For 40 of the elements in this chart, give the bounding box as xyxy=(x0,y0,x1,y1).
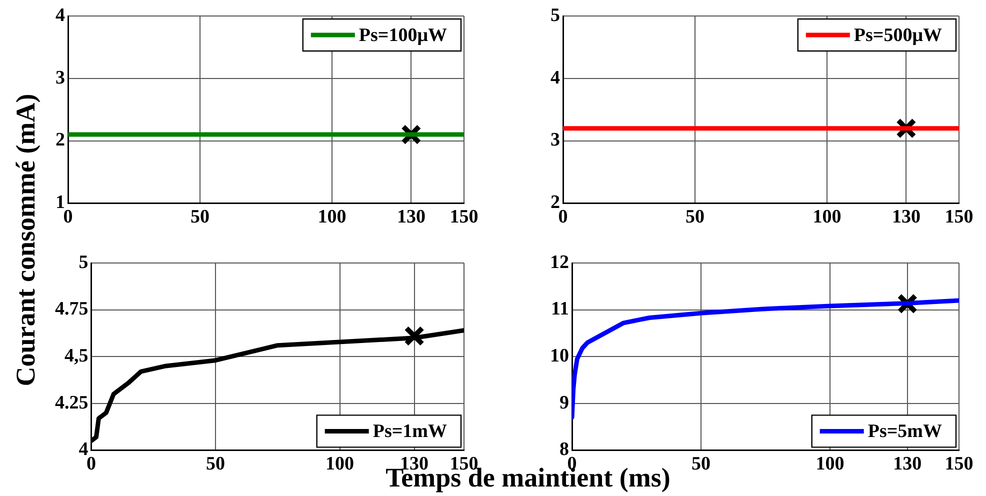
x-tick-label: 0 xyxy=(86,454,96,475)
x-tick-label: 130 xyxy=(893,454,922,475)
y-tick-label: 5 xyxy=(78,252,88,273)
legend-label: Ps=100μW xyxy=(358,24,448,46)
y-tick-label: 2 xyxy=(550,192,560,214)
x-tick-label: 0 xyxy=(63,206,73,228)
legend-label: Ps=500μW xyxy=(854,24,942,46)
y-tick-label: 9 xyxy=(560,392,569,414)
legend-label: Ps=5mW xyxy=(868,421,942,442)
x-tick-label: 100 xyxy=(318,206,346,228)
y-tick-label: 3 xyxy=(550,130,560,151)
y-tick-label: 4,5 xyxy=(64,346,88,367)
x-tick-label: 50 xyxy=(686,206,704,228)
y-tick-label: 2 xyxy=(56,130,65,151)
x-tick-label: 150 xyxy=(450,206,478,228)
y-axis-title: Courant consommé (mA) xyxy=(10,94,42,386)
y-tick-label: 3 xyxy=(56,67,65,88)
y-tick-label: 1 xyxy=(56,192,65,214)
x-tick-label: 50 xyxy=(692,454,710,475)
y-tick-label: 4 xyxy=(78,439,89,460)
y-tick-label: 12 xyxy=(550,252,569,273)
x-tick-label: 130 xyxy=(892,206,920,228)
x-tick-label: 100 xyxy=(816,454,844,475)
x-tick-label: 0 xyxy=(558,206,568,228)
x-tick-label: 130 xyxy=(396,206,426,228)
y-tick-label: 11 xyxy=(551,298,569,320)
y-tick-label: 4 xyxy=(550,67,560,88)
y-tick-label: 4.75 xyxy=(55,298,88,320)
y-tick-label: 8 xyxy=(560,439,569,460)
x-tick-label: 150 xyxy=(944,454,974,475)
x-tick-label: 100 xyxy=(812,206,842,228)
x-tick-label: 50 xyxy=(206,454,225,475)
x-tick-label: 50 xyxy=(190,206,210,228)
x-tick-label: 100 xyxy=(326,454,354,475)
x-tick-label: 150 xyxy=(944,206,974,228)
y-tick-label: 4.25 xyxy=(55,392,88,414)
y-tick-label: 4 xyxy=(56,4,66,26)
legend-label: Ps=1mW xyxy=(372,421,447,442)
y-tick-label: 10 xyxy=(550,346,569,367)
y-tick-label: 5 xyxy=(550,4,560,26)
